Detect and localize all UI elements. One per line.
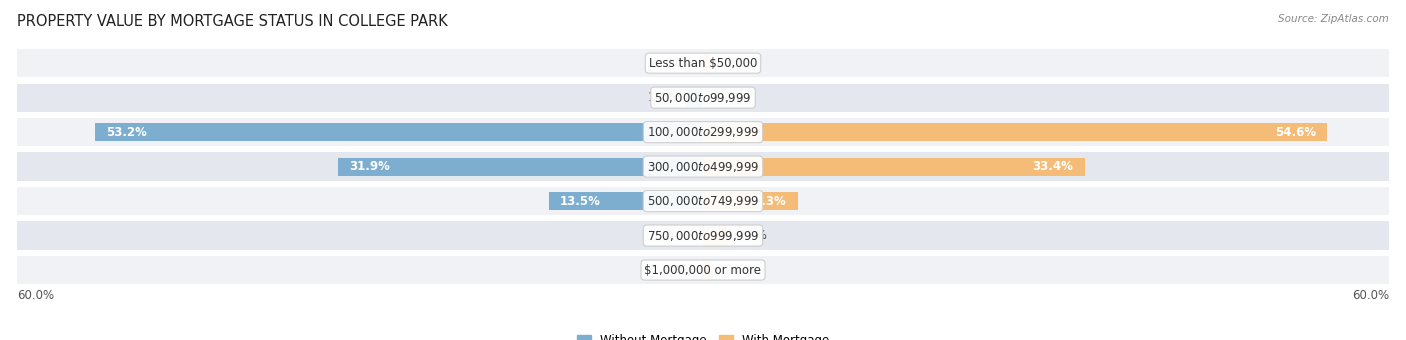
Text: 1.4%: 1.4% [648, 91, 678, 104]
Text: $50,000 to $99,999: $50,000 to $99,999 [654, 91, 752, 105]
Bar [703, 123, 1327, 141]
Text: 0.0%: 0.0% [664, 264, 693, 276]
Text: 33.4%: 33.4% [1032, 160, 1074, 173]
Bar [703, 192, 799, 210]
Bar [17, 49, 1389, 77]
Bar [17, 256, 1389, 284]
Bar [548, 192, 703, 210]
Text: Less than $50,000: Less than $50,000 [648, 57, 758, 70]
Text: PROPERTY VALUE BY MORTGAGE STATUS IN COLLEGE PARK: PROPERTY VALUE BY MORTGAGE STATUS IN COL… [17, 14, 447, 29]
Text: 0.65%: 0.65% [720, 57, 756, 70]
Text: 8.3%: 8.3% [754, 194, 786, 208]
Bar [703, 261, 713, 279]
Text: 31.9%: 31.9% [350, 160, 391, 173]
Text: 54.6%: 54.6% [1275, 125, 1316, 139]
Legend: Without Mortgage, With Mortgage: Without Mortgage, With Mortgage [572, 329, 834, 340]
Bar [17, 187, 1389, 215]
Bar [17, 221, 1389, 250]
Bar [688, 89, 703, 107]
Bar [339, 158, 703, 175]
Bar [17, 118, 1389, 146]
Bar [17, 84, 1389, 112]
Text: 0.0%: 0.0% [713, 91, 742, 104]
Text: 60.0%: 60.0% [1353, 289, 1389, 302]
Text: 0.0%: 0.0% [664, 57, 693, 70]
Text: 0.0%: 0.0% [664, 229, 693, 242]
Text: $1,000,000 or more: $1,000,000 or more [644, 264, 762, 276]
Text: 13.5%: 13.5% [560, 194, 600, 208]
Text: 2.2%: 2.2% [737, 229, 768, 242]
Text: $100,000 to $299,999: $100,000 to $299,999 [647, 125, 759, 139]
Bar [703, 226, 728, 244]
Text: $750,000 to $999,999: $750,000 to $999,999 [647, 228, 759, 242]
Text: $500,000 to $749,999: $500,000 to $749,999 [647, 194, 759, 208]
Bar [17, 152, 1389, 181]
Bar [94, 123, 703, 141]
Text: $300,000 to $499,999: $300,000 to $499,999 [647, 159, 759, 174]
Text: 60.0%: 60.0% [17, 289, 53, 302]
Text: Source: ZipAtlas.com: Source: ZipAtlas.com [1278, 14, 1389, 23]
Bar [703, 54, 710, 72]
Text: 0.83%: 0.83% [721, 264, 759, 276]
Bar [703, 158, 1085, 175]
Text: 53.2%: 53.2% [105, 125, 148, 139]
